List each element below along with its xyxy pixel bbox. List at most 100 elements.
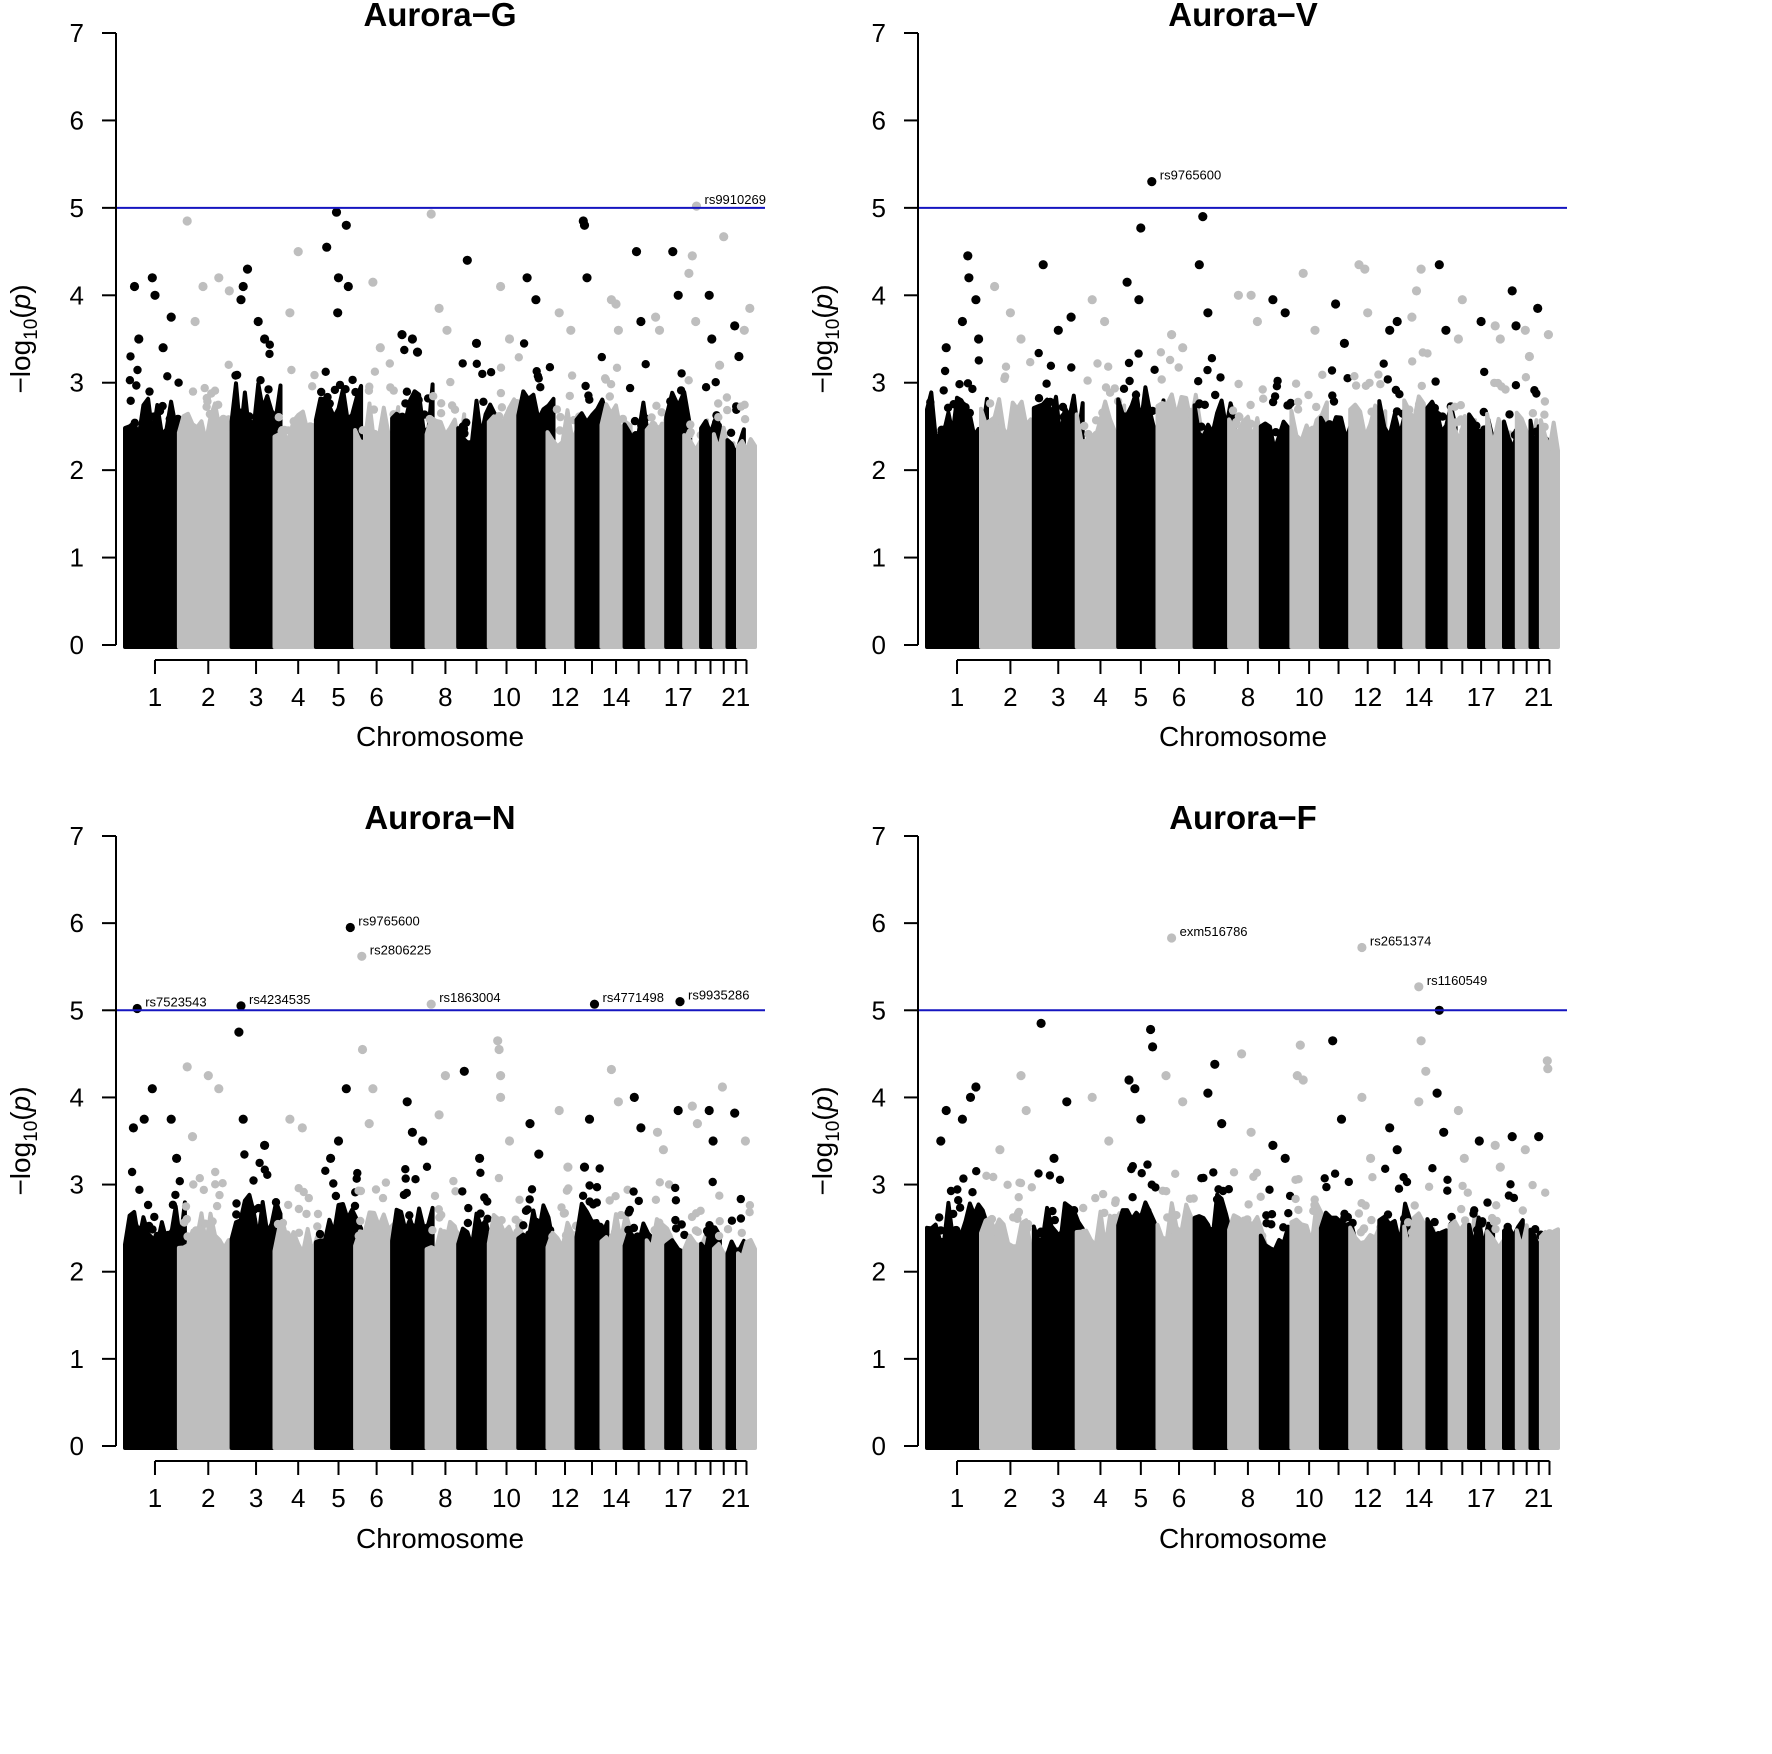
snp-label-rs9935286: rs9935286 — [688, 988, 749, 1003]
snp-point — [968, 1188, 977, 1197]
snp-point — [322, 242, 332, 252]
snp-point — [1291, 1175, 1300, 1185]
snp-point — [1279, 427, 1288, 436]
x-tick-label: 10 — [1295, 1483, 1324, 1513]
x-tick-label: 1 — [950, 682, 964, 712]
snp-point — [442, 325, 452, 335]
y-tick-label: 7 — [70, 821, 84, 851]
snp-point — [1487, 1213, 1497, 1223]
y-axis: 0 1 2 3 4 5 6 7 −log10(p) — [5, 18, 117, 660]
snp-point — [672, 423, 681, 432]
snp-point — [209, 429, 218, 438]
snp-point — [1079, 1228, 1089, 1238]
snp-point — [957, 1114, 968, 1124]
snp-point — [1233, 290, 1243, 300]
snp-point — [985, 430, 994, 439]
chromosome-band-1 — [925, 1200, 989, 1450]
snp-point — [668, 247, 678, 257]
snp-point — [147, 1084, 157, 1094]
snp-point — [1203, 308, 1213, 318]
y-tick-label: 4 — [872, 1082, 886, 1112]
snp-point — [446, 377, 455, 387]
snp-point — [1460, 1216, 1470, 1225]
snp-point — [664, 1232, 673, 1241]
snp-point — [1491, 1224, 1500, 1234]
y-tick-label: 1 — [872, 543, 886, 573]
snp-point — [564, 1232, 574, 1241]
snp-point — [1439, 1127, 1449, 1137]
snp-point — [582, 273, 592, 283]
snp-point — [926, 398, 935, 407]
x-tick-label: 3 — [1051, 682, 1065, 712]
snp-point — [125, 376, 135, 385]
chromosome-band-1 — [925, 390, 989, 649]
snp-point — [1333, 416, 1342, 425]
snp-point — [1507, 1132, 1517, 1142]
snp-point — [552, 405, 562, 414]
snp-point — [1472, 421, 1481, 430]
snp-point — [1185, 1194, 1195, 1204]
snp-point — [637, 421, 646, 430]
snp-point — [459, 1066, 469, 1076]
x-tick-label: 5 — [331, 682, 345, 712]
snp-point — [1463, 1188, 1473, 1197]
snp-point — [1246, 1127, 1256, 1137]
snp-point — [657, 408, 666, 417]
snp-point — [676, 386, 686, 395]
x-tick-label: 6 — [1172, 1483, 1186, 1513]
snp-point — [356, 1216, 365, 1226]
snp-point — [704, 290, 714, 300]
snp-point — [666, 397, 675, 406]
snp-point — [476, 1209, 485, 1218]
snp-point — [1505, 410, 1514, 419]
snp-point — [1520, 1145, 1530, 1155]
snp-point — [651, 1195, 661, 1205]
snp-point — [407, 1127, 417, 1137]
chromosome-band-5 — [313, 1202, 364, 1450]
snp-point — [987, 1214, 997, 1224]
snp-point — [400, 345, 409, 355]
snp-point — [1351, 381, 1361, 390]
snp-point — [242, 264, 253, 274]
snp-point — [1279, 1223, 1288, 1232]
snp-point — [673, 290, 683, 300]
snp-point — [511, 1215, 520, 1224]
snp-point — [1407, 1228, 1417, 1237]
snp-point — [434, 1110, 444, 1120]
snp-point — [736, 1214, 746, 1223]
snp-point — [1045, 1171, 1055, 1180]
snp-point — [949, 400, 958, 409]
snp-point — [1394, 1184, 1404, 1193]
snp-point — [1036, 1018, 1046, 1028]
snp-point — [372, 1229, 382, 1238]
snp-point — [458, 1187, 467, 1196]
snp-point — [525, 1230, 534, 1239]
snp-point — [1507, 286, 1517, 296]
snp-point — [1138, 424, 1147, 434]
snp-point — [459, 429, 468, 438]
snp-point — [1532, 389, 1541, 398]
x-axis-label: Chromosome — [1159, 1523, 1327, 1554]
snp-point — [1001, 362, 1011, 371]
snp-point — [1098, 1189, 1108, 1199]
snp-point — [1110, 384, 1120, 393]
snp-point — [188, 387, 198, 396]
snp-point — [1430, 1217, 1439, 1227]
snp-point — [488, 1227, 498, 1236]
x-tick-label: 21 — [1524, 1483, 1553, 1513]
snp-point — [405, 1211, 414, 1220]
snp-point — [341, 1084, 351, 1094]
snp-point — [534, 1149, 544, 1159]
snp-point — [1312, 402, 1321, 412]
snp-point — [527, 1185, 537, 1194]
snp-point — [174, 378, 183, 387]
snp-point — [1291, 1194, 1300, 1204]
snp-point — [522, 273, 532, 283]
y-tick-label: 2 — [872, 455, 886, 485]
snp-point — [965, 408, 974, 418]
snp-point — [714, 1231, 724, 1241]
snp-point — [1434, 1231, 1443, 1240]
snp-point — [1163, 1213, 1172, 1222]
snp-point — [1003, 1180, 1012, 1190]
